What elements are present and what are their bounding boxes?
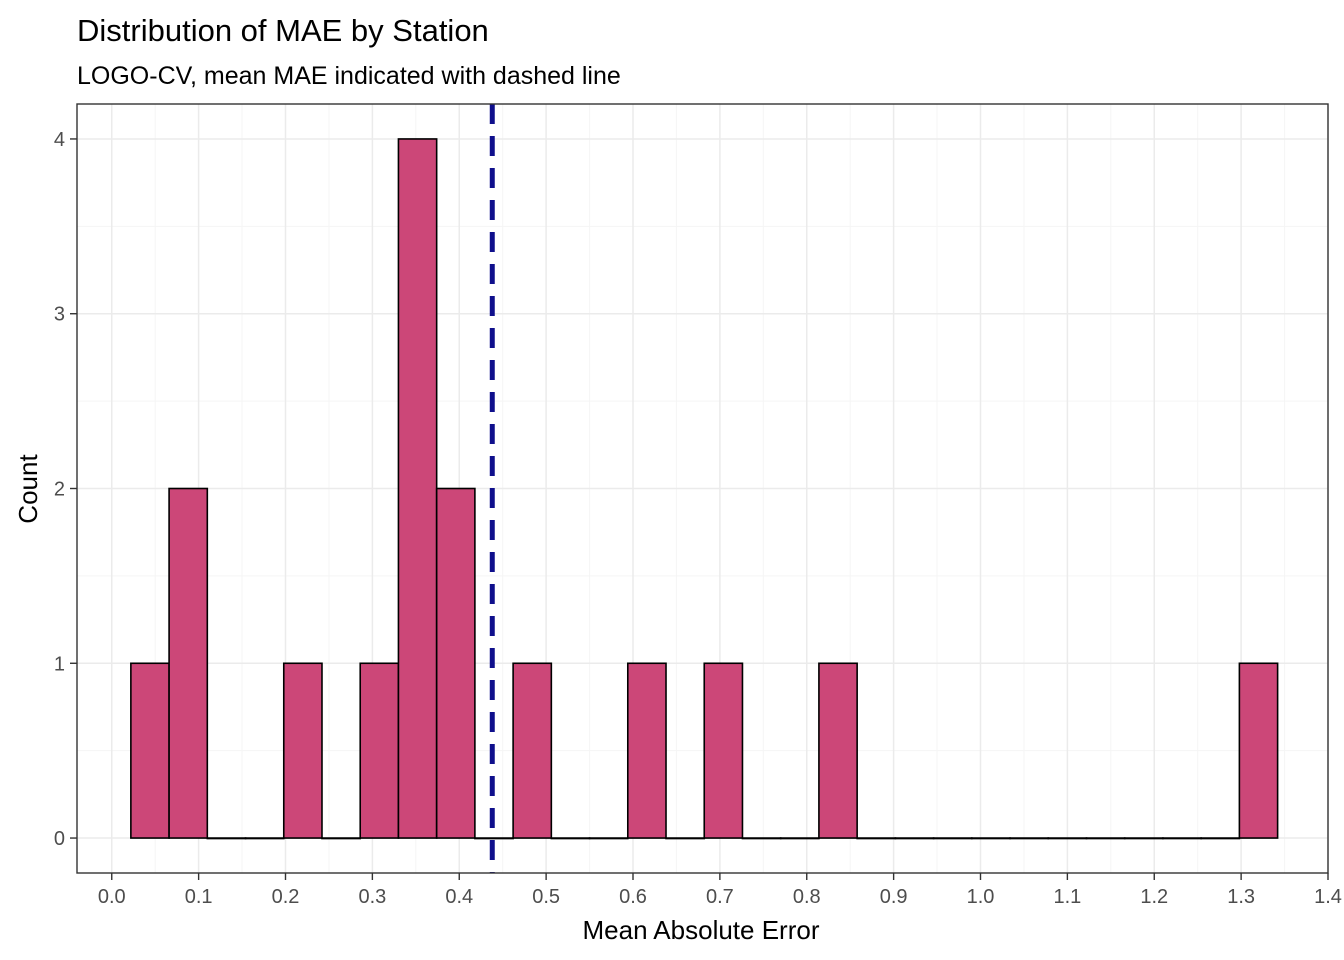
histogram-bar: [779, 837, 820, 840]
histogram-bar: [1085, 837, 1126, 840]
histogram-bar: [741, 837, 782, 840]
histogram-bar: [512, 662, 553, 839]
x-tick-label: 1.1: [1053, 886, 1081, 908]
histogram-bar: [703, 662, 744, 839]
y-axis: 0 1 2 3 4: [54, 129, 77, 850]
x-tick-label: 0.1: [185, 886, 213, 908]
x-tick-label: 0.3: [358, 886, 386, 908]
histogram-bar: [1123, 837, 1164, 840]
histogram-bar: [359, 662, 400, 839]
y-axis-label: Count: [13, 454, 43, 524]
histogram-bar: [818, 662, 858, 839]
histogram-bar: [130, 662, 170, 839]
histogram-bar: [244, 837, 285, 840]
histogram-bar: [1162, 837, 1202, 840]
histogram-bar: [435, 487, 476, 839]
y-tick-label: 4: [54, 129, 65, 151]
histogram-bar: [588, 837, 629, 840]
x-tick-label: 0.7: [706, 886, 734, 908]
y-tick-label: 0: [54, 828, 65, 850]
x-tick-label: 1.4: [1314, 886, 1342, 908]
histogram-bar: [321, 837, 362, 840]
x-tick-label: 0.2: [272, 886, 300, 908]
histogram-bars: [130, 138, 1279, 840]
x-tick-label: 1.0: [967, 886, 995, 908]
x-tick-label: 0.5: [532, 886, 560, 908]
histogram-bar: [665, 837, 706, 840]
x-tick-label: 0.0: [98, 886, 126, 908]
x-tick-label: 0.6: [619, 886, 647, 908]
grid: [77, 104, 1329, 873]
histogram-bar: [626, 662, 667, 839]
histogram-bar: [894, 837, 935, 840]
histogram-bar: [1200, 837, 1241, 840]
x-tick-label: 0.9: [880, 886, 908, 908]
histogram-bar: [1238, 662, 1279, 839]
histogram-bar: [282, 662, 323, 839]
x-axis: 0.0 0.1 0.2 0.3 0.4 0.5 0.6 0.7 0.8 0.9 1.0 1.1 1.2 1…: [98, 873, 1342, 908]
histogram-bar: [397, 138, 438, 839]
histogram-bar: [932, 837, 973, 840]
histogram-bar: [971, 837, 1011, 840]
y-tick-label: 2: [54, 479, 65, 501]
x-axis-label: Mean Absolute Error: [582, 915, 819, 945]
x-tick-label: 1.2: [1140, 886, 1168, 908]
histogram-bar: [1009, 837, 1050, 840]
x-tick-label: 1.3: [1227, 886, 1255, 908]
histogram-bar: [206, 837, 247, 840]
histogram-bar: [474, 837, 514, 840]
histogram-bar: [856, 837, 897, 840]
y-tick-label: 3: [54, 304, 65, 326]
y-tick-label: 1: [54, 653, 65, 675]
chart-title: Distribution of MAE by Station: [77, 13, 489, 48]
histogram-bar: [168, 487, 209, 839]
x-tick-label: 0.4: [445, 886, 473, 908]
chart-subtitle: LOGO-CV, mean MAE indicated with dashed …: [77, 62, 621, 90]
histogram-bar: [550, 837, 591, 840]
histogram-bar: [1047, 837, 1088, 840]
x-tick-label: 0.8: [793, 886, 821, 908]
